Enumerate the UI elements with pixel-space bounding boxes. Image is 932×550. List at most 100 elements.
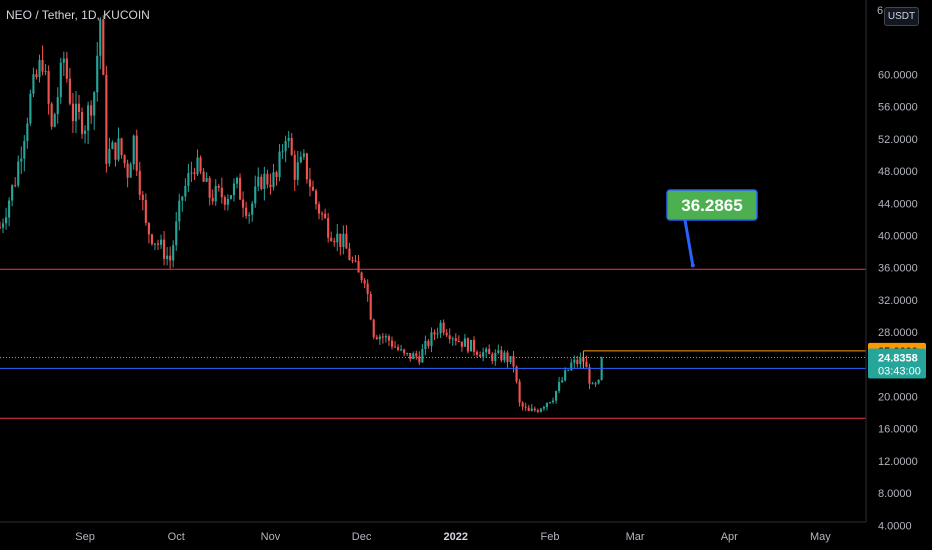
candle-body [588,367,591,384]
candle-body [38,60,41,78]
callout-pointer [683,219,695,266]
time-tick-label: Mar [626,531,645,543]
candle-body [80,111,84,134]
candle-body [554,391,558,401]
candle-body [445,332,448,336]
price-tick-label: 12.0000 [878,456,918,468]
candle-body [156,243,160,245]
candle-body [463,338,466,347]
candle-body [439,322,442,334]
currency-unit-button[interactable]: USDT [884,7,919,26]
candle-body [403,349,406,354]
candle-body [23,141,26,159]
candle-body [144,200,147,223]
candle-body [366,283,369,294]
candle-body [153,243,157,245]
candle-body [512,356,515,367]
candle-body [530,408,533,411]
candle-body [311,186,315,191]
candle-body [472,339,476,352]
candle-body [573,359,576,363]
candle-body [17,161,20,186]
candle-body [564,370,567,381]
time-tick-label: Feb [541,531,560,543]
price-tick-label: 4.0000 [878,520,912,532]
candle-body [141,194,144,201]
candle-body [105,74,108,164]
candle-body [305,153,308,180]
time-axis[interactable]: Sep Oct Nov Dec 2022 Feb Mar Apr May [0,521,866,543]
candle-body [65,58,68,79]
price-tick-label: 32.0000 [878,295,918,307]
candle-body [32,74,35,94]
candle-body [11,185,14,201]
candle-body [120,138,123,156]
callout-price-label: 36.2865 [681,196,742,215]
candle-body [424,340,427,350]
candle-body [254,186,257,204]
candle-body [430,332,433,347]
candle-body [536,410,539,412]
candle-body [567,369,570,371]
overlays-layer: 36.2865 [582,189,866,369]
candle-body [533,408,536,411]
candle-body [324,213,327,219]
candle-body [475,351,479,355]
candle-body [181,196,184,201]
candle-body [412,353,415,359]
candle-body [126,163,129,178]
candle-body [14,185,17,187]
candle-body [545,402,549,407]
candle-body [436,333,439,335]
candle-body [163,239,166,259]
price-axis[interactable]: 60.0000 56.0000 52.0000 48.0000 44.0000 40.00… [865,0,918,532]
candle-body [77,103,81,112]
candle-body [585,361,588,368]
time-tick-label: Dec [352,531,372,543]
candle-body [208,178,211,198]
candle-body [44,71,47,73]
callout-box[interactable] [666,189,758,221]
candle-body [579,358,582,365]
candle-body [542,406,545,409]
candle-body [175,221,178,246]
price-tick-label: 52.0000 [878,134,918,146]
candle-body [53,114,56,127]
candle-body [242,199,245,208]
candle-body [488,348,491,355]
price-tick-label: 44.0000 [878,198,918,210]
candle-body [442,322,445,333]
candle-body [47,71,50,104]
candle-body [196,157,199,175]
candle-body [551,400,555,403]
candle-body [515,366,518,382]
candle-body [418,356,421,363]
candle-body [381,336,384,338]
candle-body [123,155,126,164]
candle-body [5,217,8,224]
candle-body [260,176,263,190]
candle-body [290,137,293,155]
candle-body [479,354,482,357]
candle-body [229,195,232,199]
candle-body [400,349,403,351]
candle-body [548,402,552,404]
candle-body [336,233,339,243]
price-tick-label: 20.0000 [878,392,918,404]
candle-body [59,62,62,98]
candle-body [220,187,223,198]
candle-body [238,177,242,200]
candle-body [232,183,236,196]
candle-body [281,151,284,153]
horizontal-lines-layer [0,268,866,419]
candle-body [263,173,266,190]
candle-body [293,154,296,180]
candle-body [497,350,500,353]
time-tick-label: May [810,531,831,543]
candle-body [299,156,302,163]
candle-body [348,248,351,261]
candle-body [314,190,318,205]
price-tick-label: 28.0000 [878,327,918,339]
price-tick-label: 56.0000 [878,102,918,114]
